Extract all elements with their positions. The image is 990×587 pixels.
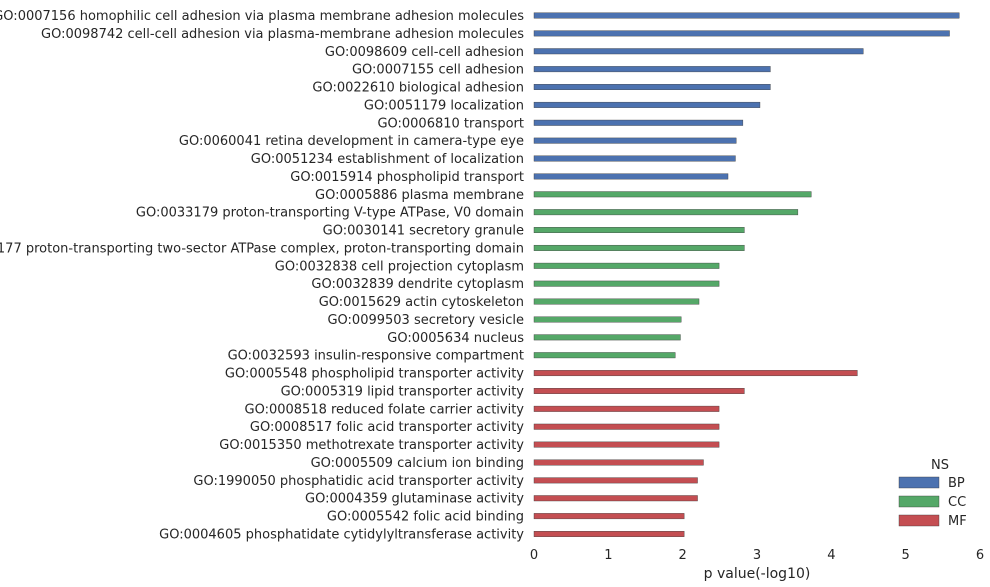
x-tick-label: 1	[604, 548, 612, 563]
category-label: GO:0007155 cell adhesion	[352, 63, 524, 78]
category-labels: GO:0007156 homophilic cell adhesion via …	[0, 9, 524, 543]
category-label: GO:0051179 localization	[364, 98, 524, 113]
bar-bp	[533, 30, 950, 37]
x-axis: 0 1 2 3 4 5 6	[530, 548, 984, 563]
bar-bp	[533, 155, 736, 162]
category-label: GO:0004605 phosphatidate cytidylyltransf…	[159, 528, 524, 543]
bar-bp	[533, 48, 864, 55]
bar-mf	[533, 459, 704, 466]
bar-cc	[533, 334, 681, 341]
bar-bp	[533, 137, 737, 144]
bar-mf	[533, 423, 720, 430]
bar-cc	[533, 298, 700, 305]
x-tick-label: 6	[976, 548, 984, 563]
category-label: GO:0006810 transport	[377, 116, 524, 131]
category-label: GO:0032838 cell projection cytoplasm	[275, 259, 524, 274]
category-label: GO:0032593 insulin-responsive compartmen…	[228, 349, 524, 364]
x-tick-label: 3	[753, 548, 761, 563]
bar-mf	[533, 441, 720, 448]
category-label: GO:0022610 biological adhesion	[312, 81, 524, 96]
category-label: GO:0032839 dendrite cytoplasm	[311, 277, 524, 292]
category-label: GO:0005542 folic acid binding	[327, 510, 524, 525]
x-tick-label: 4	[827, 548, 835, 563]
bar-cc	[533, 227, 745, 234]
category-label: GO:0005509 calcium ion binding	[311, 456, 524, 471]
bar-cc	[533, 262, 720, 269]
legend: NS BP CC MF	[898, 458, 967, 529]
bar-bp	[533, 84, 771, 90]
legend-label-bp: BP	[948, 476, 965, 491]
bar-bp	[533, 66, 771, 73]
legend-title: NS	[931, 458, 949, 473]
category-label: GO:0005634 nucleus	[387, 331, 524, 346]
bars-layer	[533, 12, 960, 537]
category-label: GO:0030141 secretory granule	[323, 224, 524, 239]
category-label: GO:0098609 cell-cell adhesion	[325, 45, 524, 60]
bar-cc	[533, 209, 799, 216]
x-tick-label: 5	[902, 548, 910, 563]
category-label: GO:0005319 lipid transporter activity	[281, 384, 525, 399]
bar-cc	[533, 280, 720, 287]
bar-bp	[533, 119, 744, 126]
legend-label-cc: CC	[948, 495, 966, 510]
bar-bp	[533, 173, 729, 180]
bar-cc	[533, 352, 676, 359]
bar-mf	[533, 405, 720, 412]
legend-swatch-mf	[898, 514, 940, 527]
category-label: GO:0008518 reduced folate carrier activi…	[245, 402, 525, 417]
category-label: GO:0005548 phospholipid transporter acti…	[225, 367, 524, 382]
bar-bp	[533, 12, 960, 19]
x-tick-label: 0	[530, 548, 538, 563]
legend-swatch-bp	[898, 476, 940, 489]
category-label: GO:0033177 proton-transporting two-secto…	[0, 241, 524, 256]
category-label: GO:0060041 retina development in camera-…	[179, 134, 524, 149]
category-label: GO:0015629 actin cytoskeleton	[319, 295, 524, 310]
legend-swatch-cc	[898, 495, 940, 508]
bar-cc	[533, 191, 812, 198]
x-axis-title: p value(-log10)	[704, 566, 811, 582]
category-label: GO:0004359 glutaminase activity	[305, 492, 524, 507]
bar-mf	[533, 370, 858, 377]
bar-mf	[533, 513, 685, 520]
bar-mf	[533, 531, 685, 537]
category-label: GO:1990050 phosphatidic acid transporter…	[193, 474, 524, 489]
bar-mf	[533, 477, 698, 484]
category-label: GO:0015914 phospholipid transport	[290, 170, 524, 185]
bar-mf	[533, 495, 698, 502]
bar-cc	[533, 316, 682, 323]
category-label: GO:0005886 plasma membrane	[315, 188, 524, 203]
x-tick-label: 2	[679, 548, 687, 563]
category-label: GO:0033179 proton-transporting V-type AT…	[136, 206, 524, 221]
category-label: GO:0008517 folic acid transporter activi…	[250, 420, 524, 435]
category-label: GO:0007156 homophilic cell adhesion via …	[0, 9, 524, 24]
bar-cc	[533, 244, 745, 251]
category-label: GO:0051234 establishment of localization	[251, 152, 524, 167]
bar-mf	[533, 388, 745, 394]
bar-bp	[533, 101, 761, 108]
category-label: GO:0098742 cell-cell adhesion via plasma…	[41, 27, 524, 42]
category-label: GO:0099503 secretory vesicle	[327, 313, 524, 328]
category-label: GO:0015350 methotrexate transporter acti…	[219, 438, 524, 453]
legend-label-mf: MF	[948, 514, 967, 529]
